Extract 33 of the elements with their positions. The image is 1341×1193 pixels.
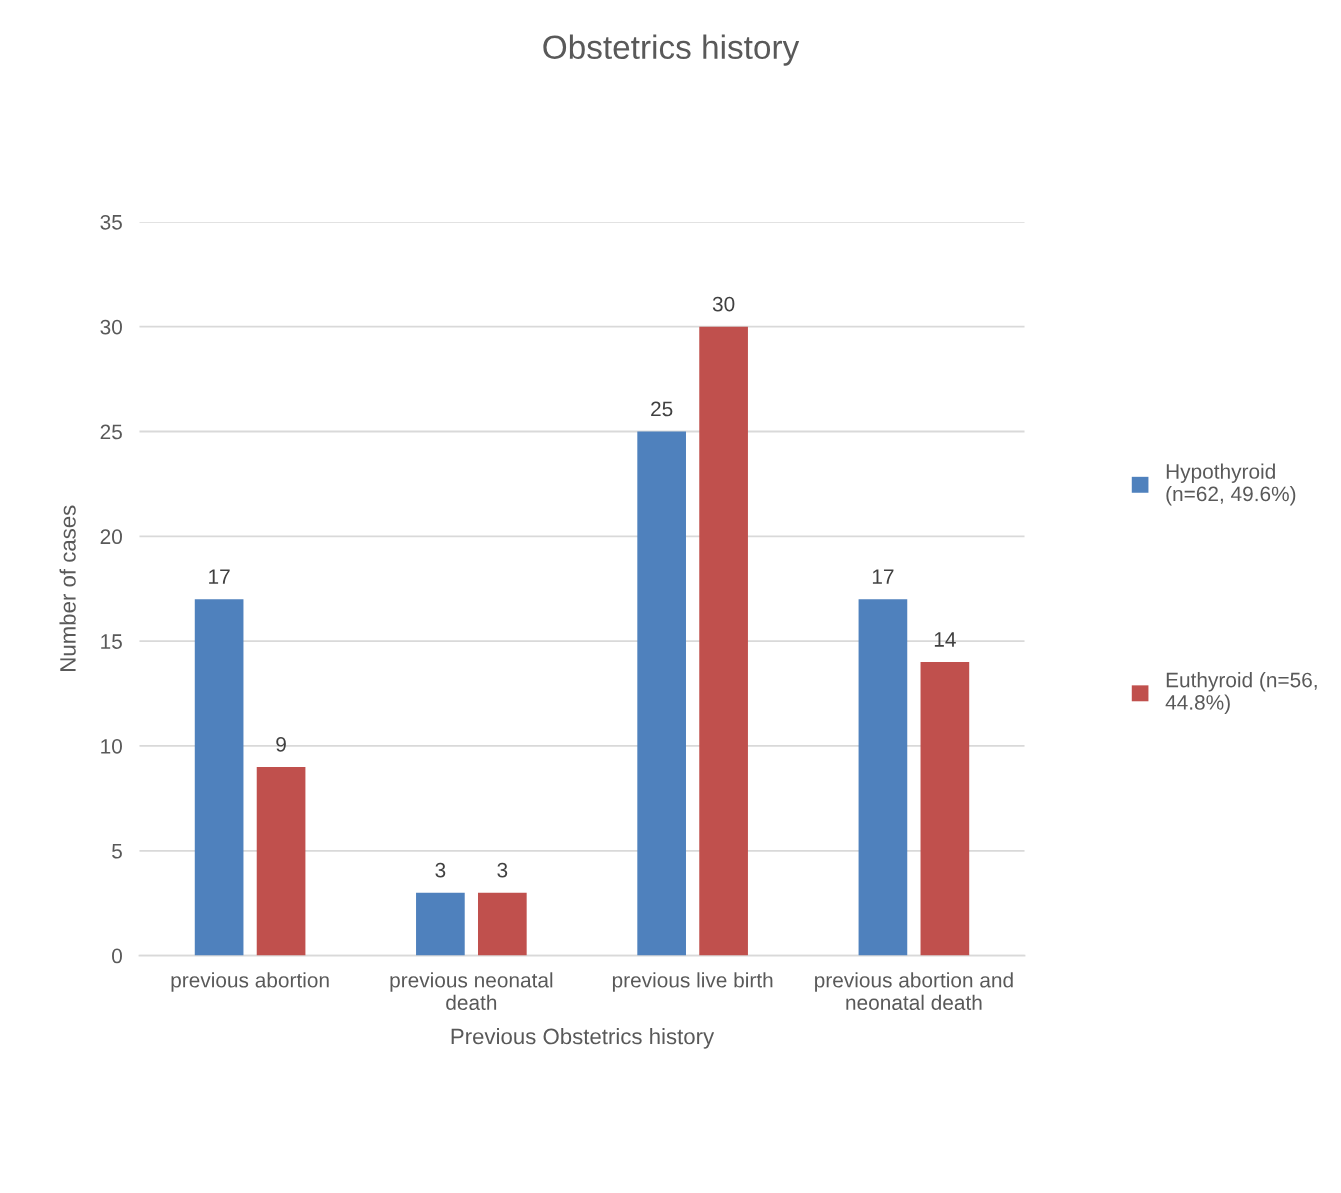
bar [478,892,527,956]
x-tick-label: previous neonatal death [390,972,553,1010]
y-tick-label: 5 [112,844,122,859]
data-label: 17 [209,569,230,584]
y-tick-label: 20 [100,529,122,545]
bar [920,662,970,956]
data-label: 17 [872,569,894,584]
y-tick-label: 30 [100,319,122,335]
y-axis-title: Number of cases [59,505,76,671]
chart-title: Obstetrics history [543,34,800,66]
legend-label: Euthyroid (n=56, 44.8%) [1165,672,1317,714]
x-tick-label: previous abortion and neonatal death [815,972,1013,1010]
data-label: 9 [276,736,286,752]
bar [699,326,748,956]
bar [416,892,465,956]
bar [194,599,244,956]
x-tick-label: previous abortion [171,972,329,992]
bar [637,431,686,956]
x-axis-title: Previous Obstetrics history [451,1028,715,1049]
y-tick-label: 35 [100,214,122,230]
data-label: 3 [497,862,508,878]
y-tick-label: 25 [100,424,122,440]
data-label: 30 [712,296,735,312]
bar [256,766,306,956]
y-tick-label: 0 [112,948,122,964]
data-label: 25 [651,401,673,417]
y-tick-label: 10 [101,738,122,754]
data-label: 3 [435,862,446,878]
legend-label: Hypothyroid (n=62, 49.6%) [1166,463,1296,506]
data-label: 14 [934,632,956,647]
y-tick-label: 15 [101,634,122,649]
bar [858,599,908,956]
x-tick-label: previous live birth [612,972,773,992]
